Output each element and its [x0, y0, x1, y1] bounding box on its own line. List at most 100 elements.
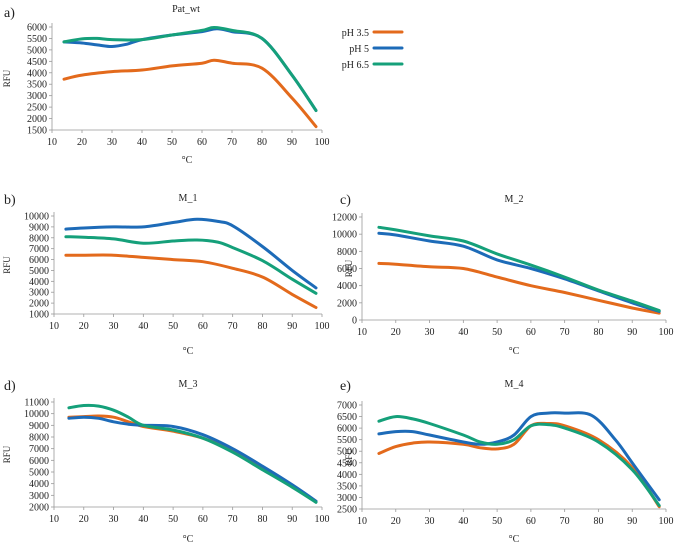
x-tick-label: 50	[492, 327, 502, 338]
panel-label: c)	[340, 193, 351, 208]
y-axis-title: RFU	[344, 259, 354, 277]
chart-panel-e: e) M_4 25003000350040004500500055006000650…	[337, 379, 674, 545]
y-tick-label: 4000	[337, 281, 357, 292]
x-tick-label: 10	[47, 137, 57, 148]
legend-item: pH 5	[349, 44, 404, 55]
series-line-ph-3-5	[377, 421, 661, 509]
series-line-ph-3-5	[64, 253, 318, 309]
series-line-ph-6-5	[377, 415, 661, 507]
legend-item: pH 3.5	[342, 28, 404, 39]
x-tick-label: 60	[197, 137, 207, 148]
chart-title: M_1	[179, 193, 198, 204]
panel-label: b)	[4, 193, 16, 208]
legend: pH 3.5 pH 5 pH 6.5	[342, 28, 404, 71]
x-tick-label: 60	[198, 321, 208, 332]
y-tick-label: 2000	[337, 298, 357, 309]
x-tick-label: 70	[560, 516, 570, 527]
y-tick-label: 9000	[29, 222, 49, 233]
x-tick-label: 70	[228, 321, 238, 332]
series-line-ph-6-5	[62, 26, 318, 112]
y-axis-title: RFU	[2, 445, 12, 463]
series-line-ph-3-5	[62, 58, 318, 129]
x-tick-label: 30	[107, 137, 117, 148]
y-tick-label: 4000	[29, 479, 49, 490]
x-tick-label: 10	[357, 327, 367, 338]
x-tick-label: 60	[198, 514, 208, 525]
y-tick-label: 3500	[27, 80, 47, 91]
x-tick-label: 50	[492, 516, 502, 527]
x-tick-label: 90	[627, 516, 637, 527]
y-tick-label: 3000	[29, 491, 49, 502]
y-tick-label: 4000	[27, 68, 47, 79]
legend-label: pH 3.5	[342, 28, 369, 39]
x-tick-label: 10	[49, 321, 59, 332]
x-axis-title: °C	[509, 346, 520, 357]
x-tick-label: 40	[458, 516, 468, 527]
x-tick-label: 70	[228, 514, 238, 525]
y-tick-label: 3000	[27, 91, 47, 102]
y-tick-label: 3000	[337, 493, 357, 504]
y-tick-label: 6000	[29, 255, 49, 266]
x-tick-label: 40	[137, 137, 147, 148]
x-tick-label: 100	[315, 137, 330, 148]
y-tick-label: 5000	[27, 45, 47, 56]
y-tick-label: 4000	[337, 470, 357, 481]
y-tick-label: 5000	[337, 447, 357, 458]
x-tick-label: 10	[357, 516, 367, 527]
x-tick-label: 40	[458, 327, 468, 338]
x-tick-label: 60	[526, 516, 536, 527]
panel-label: e)	[340, 379, 351, 394]
series-line-ph-3-5	[67, 414, 318, 503]
y-tick-label: 6000	[337, 424, 357, 435]
y-tick-label: 2000	[29, 299, 49, 310]
series-line-ph-5	[62, 27, 318, 112]
series-line-ph-6-5	[377, 225, 661, 313]
x-tick-label: 20	[79, 514, 89, 525]
y-tick-label: 0	[352, 316, 357, 327]
y-tick-label: 7000	[29, 244, 49, 255]
x-tick-label: 50	[167, 137, 177, 148]
panel-label: d)	[4, 379, 16, 394]
x-tick-label: 90	[287, 514, 297, 525]
y-tick-label: 8000	[337, 247, 357, 258]
x-tick-label: 50	[168, 514, 178, 525]
chart-title: M_2	[505, 194, 524, 205]
y-axis-title: RFU	[2, 69, 12, 87]
x-tick-label: 80	[593, 516, 603, 527]
series-line-ph-3-5	[377, 261, 661, 315]
chart-panel-b: b) M_1 10002000300040005000600070008000900…	[2, 193, 330, 357]
chart-panel-a: a) Pat_wt 15002000250030003500400045005000…	[2, 4, 330, 166]
y-tick-label: 6500	[337, 412, 357, 423]
y-tick-label: 5000	[29, 266, 49, 277]
x-tick-label: 80	[257, 321, 267, 332]
series-line-ph-5	[377, 411, 661, 502]
x-tick-label: 70	[560, 327, 570, 338]
y-tick-label: 8000	[29, 433, 49, 444]
x-axis-title: °C	[182, 155, 193, 166]
y-axis-title: RFU	[2, 256, 12, 274]
x-tick-label: 100	[659, 327, 674, 338]
x-tick-label: 80	[257, 137, 267, 148]
x-tick-label: 100	[315, 514, 330, 525]
y-tick-label: 7000	[337, 401, 357, 412]
y-tick-label: 10000	[24, 212, 49, 223]
y-tick-label: 4500	[337, 458, 357, 469]
x-tick-label: 20	[391, 516, 401, 527]
legend-label: pH 6.5	[342, 60, 369, 71]
y-tick-label: 2000	[27, 114, 47, 125]
y-axis-title: RFU	[344, 448, 354, 466]
x-tick-label: 80	[257, 514, 267, 525]
y-tick-label: 9000	[29, 421, 49, 432]
x-tick-label: 50	[168, 321, 178, 332]
legend-label: pH 5	[349, 44, 369, 55]
y-tick-label: 5500	[27, 34, 47, 45]
y-tick-label: 2000	[29, 503, 49, 514]
series-line-ph-6-5	[64, 235, 318, 295]
x-tick-label: 90	[287, 321, 297, 332]
y-tick-label: 1500	[27, 126, 47, 137]
x-tick-label: 40	[138, 321, 148, 332]
y-tick-label: 7000	[29, 444, 49, 455]
y-tick-label: 5500	[337, 435, 357, 446]
y-tick-label: 1000	[29, 310, 49, 321]
